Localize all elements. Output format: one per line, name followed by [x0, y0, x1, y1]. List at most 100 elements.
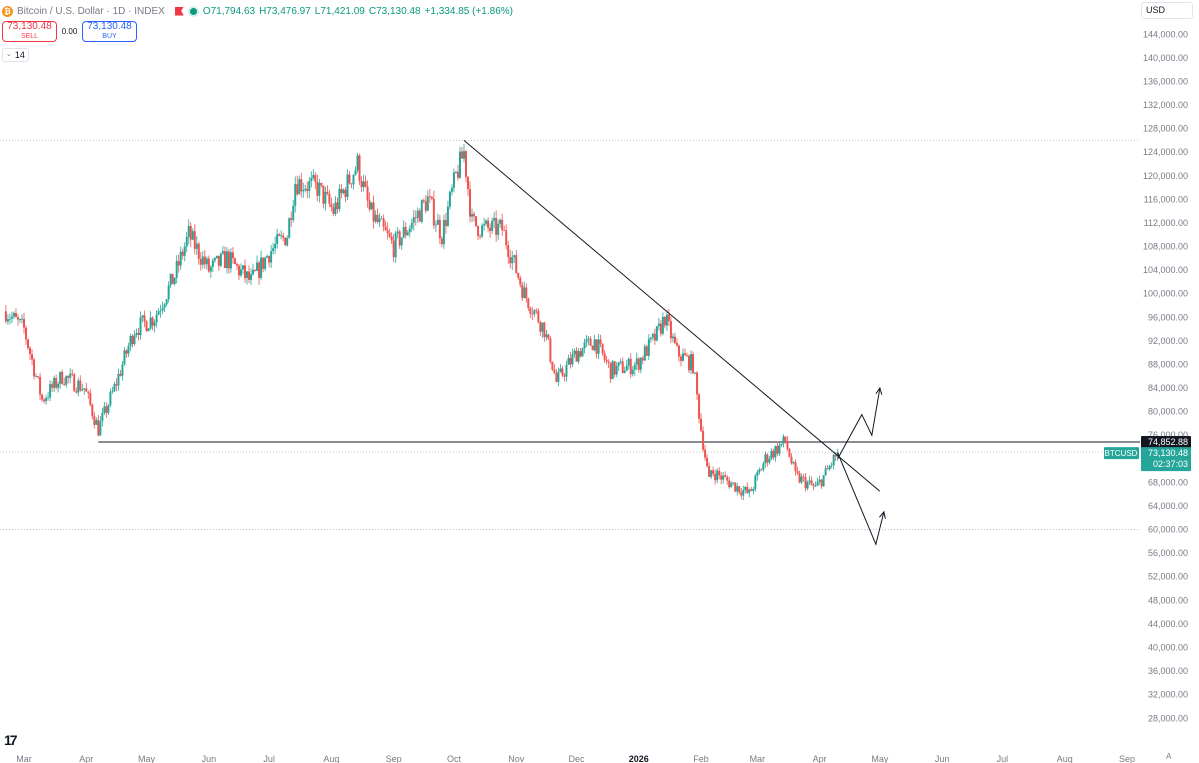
candle-body: [69, 373, 72, 378]
candle-body: [161, 307, 164, 311]
candle-body: [551, 361, 554, 370]
time-tick-label: Jun: [202, 754, 217, 763]
candle-body: [444, 220, 447, 226]
candle-body: [665, 314, 668, 326]
candle-body: [505, 230, 508, 246]
candle-body: [438, 219, 441, 239]
descending-trendline[interactable]: [463, 140, 881, 492]
candle-body: [527, 298, 530, 309]
candle-body: [744, 486, 747, 491]
candle-body: [559, 368, 562, 372]
sell-button[interactable]: 73,130.48 SELL: [2, 21, 57, 42]
candle-body: [388, 233, 391, 237]
candle-body: [330, 203, 333, 208]
symbol-title[interactable]: Bitcoin / U.S. Dollar · 1D · INDEX: [17, 5, 165, 17]
candle-body: [231, 252, 234, 259]
buy-label: BUY: [102, 33, 117, 40]
currency-selector[interactable]: USD: [1141, 2, 1193, 19]
candle-body: [59, 371, 62, 384]
candle-body: [25, 327, 28, 340]
candle-body: [720, 475, 723, 480]
candle-body: [246, 271, 249, 278]
candle-body: [123, 350, 126, 365]
candle-body: [360, 181, 363, 188]
candle-body: [103, 406, 106, 413]
candle-body: [651, 333, 654, 338]
bearish-projection-path[interactable]: [837, 452, 885, 546]
candle-body: [35, 376, 38, 377]
tradingview-logo-icon[interactable]: 17: [4, 732, 18, 748]
candle-body: [61, 371, 64, 384]
candle-body: [641, 357, 644, 361]
price-tick-label: 116,000.00: [1144, 194, 1188, 204]
bullish-projection-path[interactable]: [837, 387, 881, 460]
candle-body: [434, 224, 437, 226]
candle-body: [197, 243, 200, 259]
price-tick-label: 108,000.00: [1143, 242, 1188, 252]
candle-body: [760, 469, 763, 471]
candle-body: [47, 397, 50, 399]
candle-body: [577, 351, 580, 362]
candle-body: [756, 472, 759, 476]
candle-body: [394, 233, 397, 258]
candle-body: [631, 369, 634, 375]
candle-body: [593, 339, 596, 351]
candle-body: [41, 394, 44, 400]
candle-body: [772, 450, 775, 458]
candle-body: [533, 310, 536, 315]
auto-scale-button[interactable]: A: [1166, 752, 1172, 761]
price-tick-label: 56,000.00: [1148, 548, 1188, 558]
candle-body: [555, 373, 558, 382]
candle-body: [53, 378, 56, 388]
candle-body: [55, 378, 58, 388]
price-tick-label: 104,000.00: [1143, 265, 1188, 275]
ohlc-close: C73,130.48: [368, 5, 421, 17]
candle-body: [579, 351, 582, 357]
price-tick-label: 120,000.00: [1143, 171, 1188, 181]
candle-body: [201, 256, 204, 265]
candle-body: [607, 361, 610, 363]
candle-body: [332, 207, 335, 214]
candle-body: [637, 358, 640, 370]
candle-body: [272, 248, 275, 252]
candle-body: [786, 441, 789, 450]
bearish-projection-path-arrow-icon: [879, 510, 886, 519]
candle-body: [493, 217, 496, 221]
candle-body: [396, 231, 399, 234]
candle-body: [183, 246, 186, 256]
buy-button[interactable]: 73,130.48 BUY: [82, 21, 137, 42]
candle-body: [372, 202, 375, 222]
price-tick-label: 28,000.00: [1148, 713, 1188, 723]
candle-body: [410, 222, 413, 229]
candle-body: [782, 436, 785, 444]
candle-body: [276, 234, 279, 244]
candle-body: [416, 210, 419, 218]
candle-body: [203, 256, 206, 265]
candle-body: [529, 308, 532, 314]
candle-body: [107, 405, 110, 413]
candle-body: [698, 394, 701, 419]
indicators-toggle[interactable]: ⌄ 14: [2, 48, 29, 62]
candle-body: [746, 486, 749, 493]
candle-body: [368, 200, 371, 210]
candle-body: [808, 480, 811, 483]
candle-body: [661, 316, 664, 334]
candle-body: [547, 334, 550, 339]
candle-body: [814, 485, 817, 487]
price-tick-label: 52,000.00: [1148, 572, 1188, 582]
candle-body: [33, 359, 36, 377]
candle-body: [87, 391, 90, 394]
candle-body: [119, 373, 122, 376]
candle-body: [165, 299, 168, 305]
candle-body: [340, 188, 343, 194]
flag-icon[interactable]: [174, 6, 184, 16]
candle-body: [290, 218, 293, 220]
candle-body: [320, 182, 323, 186]
candle-body: [256, 262, 259, 271]
candle-body: [768, 458, 771, 463]
candle-body: [338, 188, 341, 210]
candle-body: [800, 476, 803, 483]
candle-body: [450, 187, 453, 192]
candle-body: [149, 317, 152, 329]
